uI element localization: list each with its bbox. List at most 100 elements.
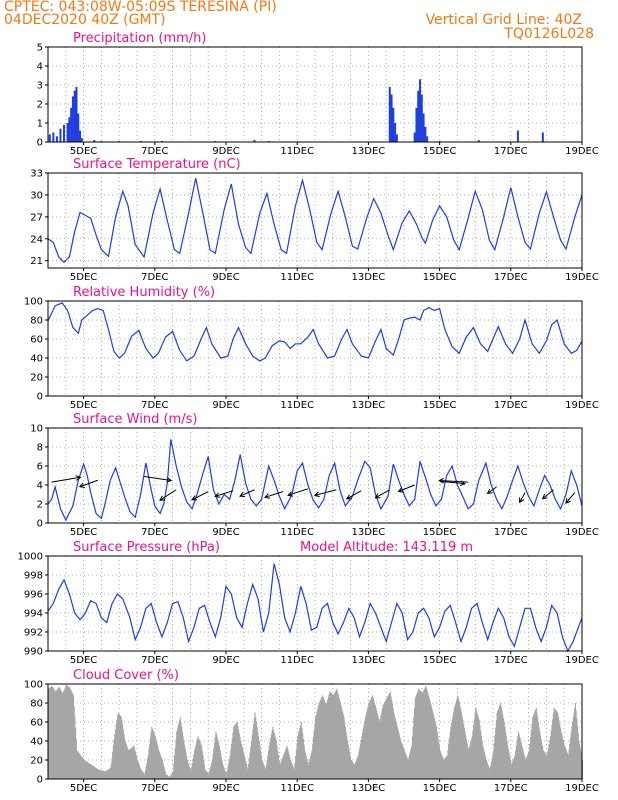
cloud-cover-bar [406, 756, 408, 779]
cloud-cover-bar [547, 751, 549, 779]
cloud-cover-bar [202, 755, 204, 779]
cloud-cover-bar [358, 751, 360, 779]
cloud-cover-bar [223, 766, 225, 779]
cloud-cover-bar [107, 769, 109, 779]
cloud-cover-bar [92, 765, 94, 779]
precip-bar [70, 107, 73, 142]
cloud-cover-bar [520, 742, 522, 779]
wind-panel: 0 2 4 6 8 10 5DEC 7DEC 9DEC 11DEC 13DEC 15DEC 17DEC 1… [30, 412, 599, 538]
cloud-cover-bar [72, 693, 74, 779]
cloud-cover-bar [446, 756, 448, 779]
cloud-cover-bar [447, 749, 449, 779]
cloud-cover-bar [503, 722, 505, 779]
cloud-cover-bar [275, 741, 277, 779]
cloud-cover-bar [62, 693, 64, 779]
cloud-cover-bar [76, 750, 78, 779]
y-tick-label: 998 [24, 571, 43, 582]
cloud-cover-bar [463, 723, 465, 779]
cloud-cover-bar [198, 740, 201, 779]
cloud-cover-bar [457, 695, 459, 779]
cloud-cover-bar [137, 760, 139, 779]
cloud-cover-bar [187, 762, 189, 779]
cloud-cover-bar [231, 738, 233, 779]
cloud-cover-bar [166, 774, 168, 779]
cloud-cover-bar [318, 703, 320, 779]
cloud-cover-bar [120, 716, 122, 779]
cloud-cover-bar [238, 733, 240, 779]
precip-title: Precipitation (mm/h) [73, 31, 206, 46]
cloud-cover-bar [481, 740, 483, 779]
cloud-cover-bar [70, 690, 72, 779]
wind-vector-shaft [375, 489, 391, 499]
cloud-cover-bar [375, 707, 377, 779]
cloud-cover-bar [115, 724, 117, 779]
wind-vector-head [313, 491, 320, 498]
cloud-cover-bar [290, 760, 292, 779]
cloud-cover-bar [54, 690, 56, 779]
cloud-cover-bar [156, 741, 158, 779]
cloud-cover-bar [233, 726, 235, 779]
cloud-cover-bar [272, 726, 274, 779]
cloud-cover-bar [240, 743, 243, 779]
cloud-cover-bar [250, 746, 252, 779]
x-tick-label: 5DEC [70, 655, 97, 666]
cloud-cover-bar [342, 714, 344, 779]
cloud-cover-bar [468, 747, 470, 779]
precip-bar [79, 130, 82, 142]
cloud-cover-bar [282, 755, 285, 779]
cloud-cover-bar [178, 722, 180, 779]
cloud-cover-bar [221, 760, 223, 779]
cloud-cover-bar [367, 705, 369, 779]
cloud-cover-bar [333, 694, 335, 779]
cloud-cover-bar [495, 720, 497, 779]
cloud-cover-bar [397, 729, 399, 779]
cloud-cover-bar [312, 737, 314, 779]
vertical-grid-note: Vertical Grid Line: 40Z [425, 12, 582, 28]
cloud-cover-bar [206, 772, 208, 779]
cloud-cover-bar [436, 731, 438, 779]
cloud-cover-bar [567, 753, 569, 779]
x-tick-label: 13DEC [352, 783, 386, 794]
precip-bar [413, 132, 416, 142]
cloud-cover-bar [548, 743, 550, 779]
cloud-cover-bar [325, 704, 327, 779]
cloud-cover-bar [478, 720, 480, 779]
y-tick-label: 33 [30, 169, 43, 180]
cloud-cover-bar [188, 764, 190, 779]
temp-frame [47, 172, 583, 269]
cloud-cover-bar [94, 767, 97, 779]
cloud-cover-bar [363, 724, 365, 779]
cloud-cover-bar [399, 735, 401, 779]
cloud-cover-bar [460, 712, 463, 779]
cloud-cover-bar [329, 691, 331, 779]
y-tick-label: 100 [24, 297, 43, 308]
precip-bar [516, 130, 519, 142]
cloud-cover-bar [302, 739, 305, 779]
cloud-cover-bar [72, 695, 75, 779]
cloud-cover-bar [113, 739, 115, 779]
cloud-cover-bar [475, 710, 478, 779]
cloud-cover-bar [362, 728, 364, 779]
cloud-cover-bar [295, 756, 297, 779]
pres-frame [47, 555, 583, 652]
cloud-cover-bar [104, 771, 106, 779]
cloud-cover-bar [294, 762, 296, 779]
wind-vector-head [75, 475, 82, 481]
x-tick-label: 19DEC [565, 146, 599, 157]
precip-bar [66, 123, 69, 142]
cloud-cover-bar [55, 690, 57, 779]
cloud-cover-bar [149, 738, 151, 779]
cloud-cover-bar [523, 754, 525, 779]
precip-bar [390, 94, 393, 142]
cloud-cover-bar [306, 759, 308, 779]
cloud-cover-bar [336, 688, 338, 779]
x-tick-label: 11DEC [280, 400, 314, 411]
cloud-cover-bar [474, 713, 476, 779]
cloud-cover-bar [105, 770, 107, 779]
cloud-cover-bar [195, 744, 197, 779]
x-tick-label: 7DEC [141, 146, 168, 157]
wind-vector-head [345, 494, 352, 500]
cloud-cover-bar [141, 771, 144, 779]
cloud-cover-bar [79, 754, 81, 779]
